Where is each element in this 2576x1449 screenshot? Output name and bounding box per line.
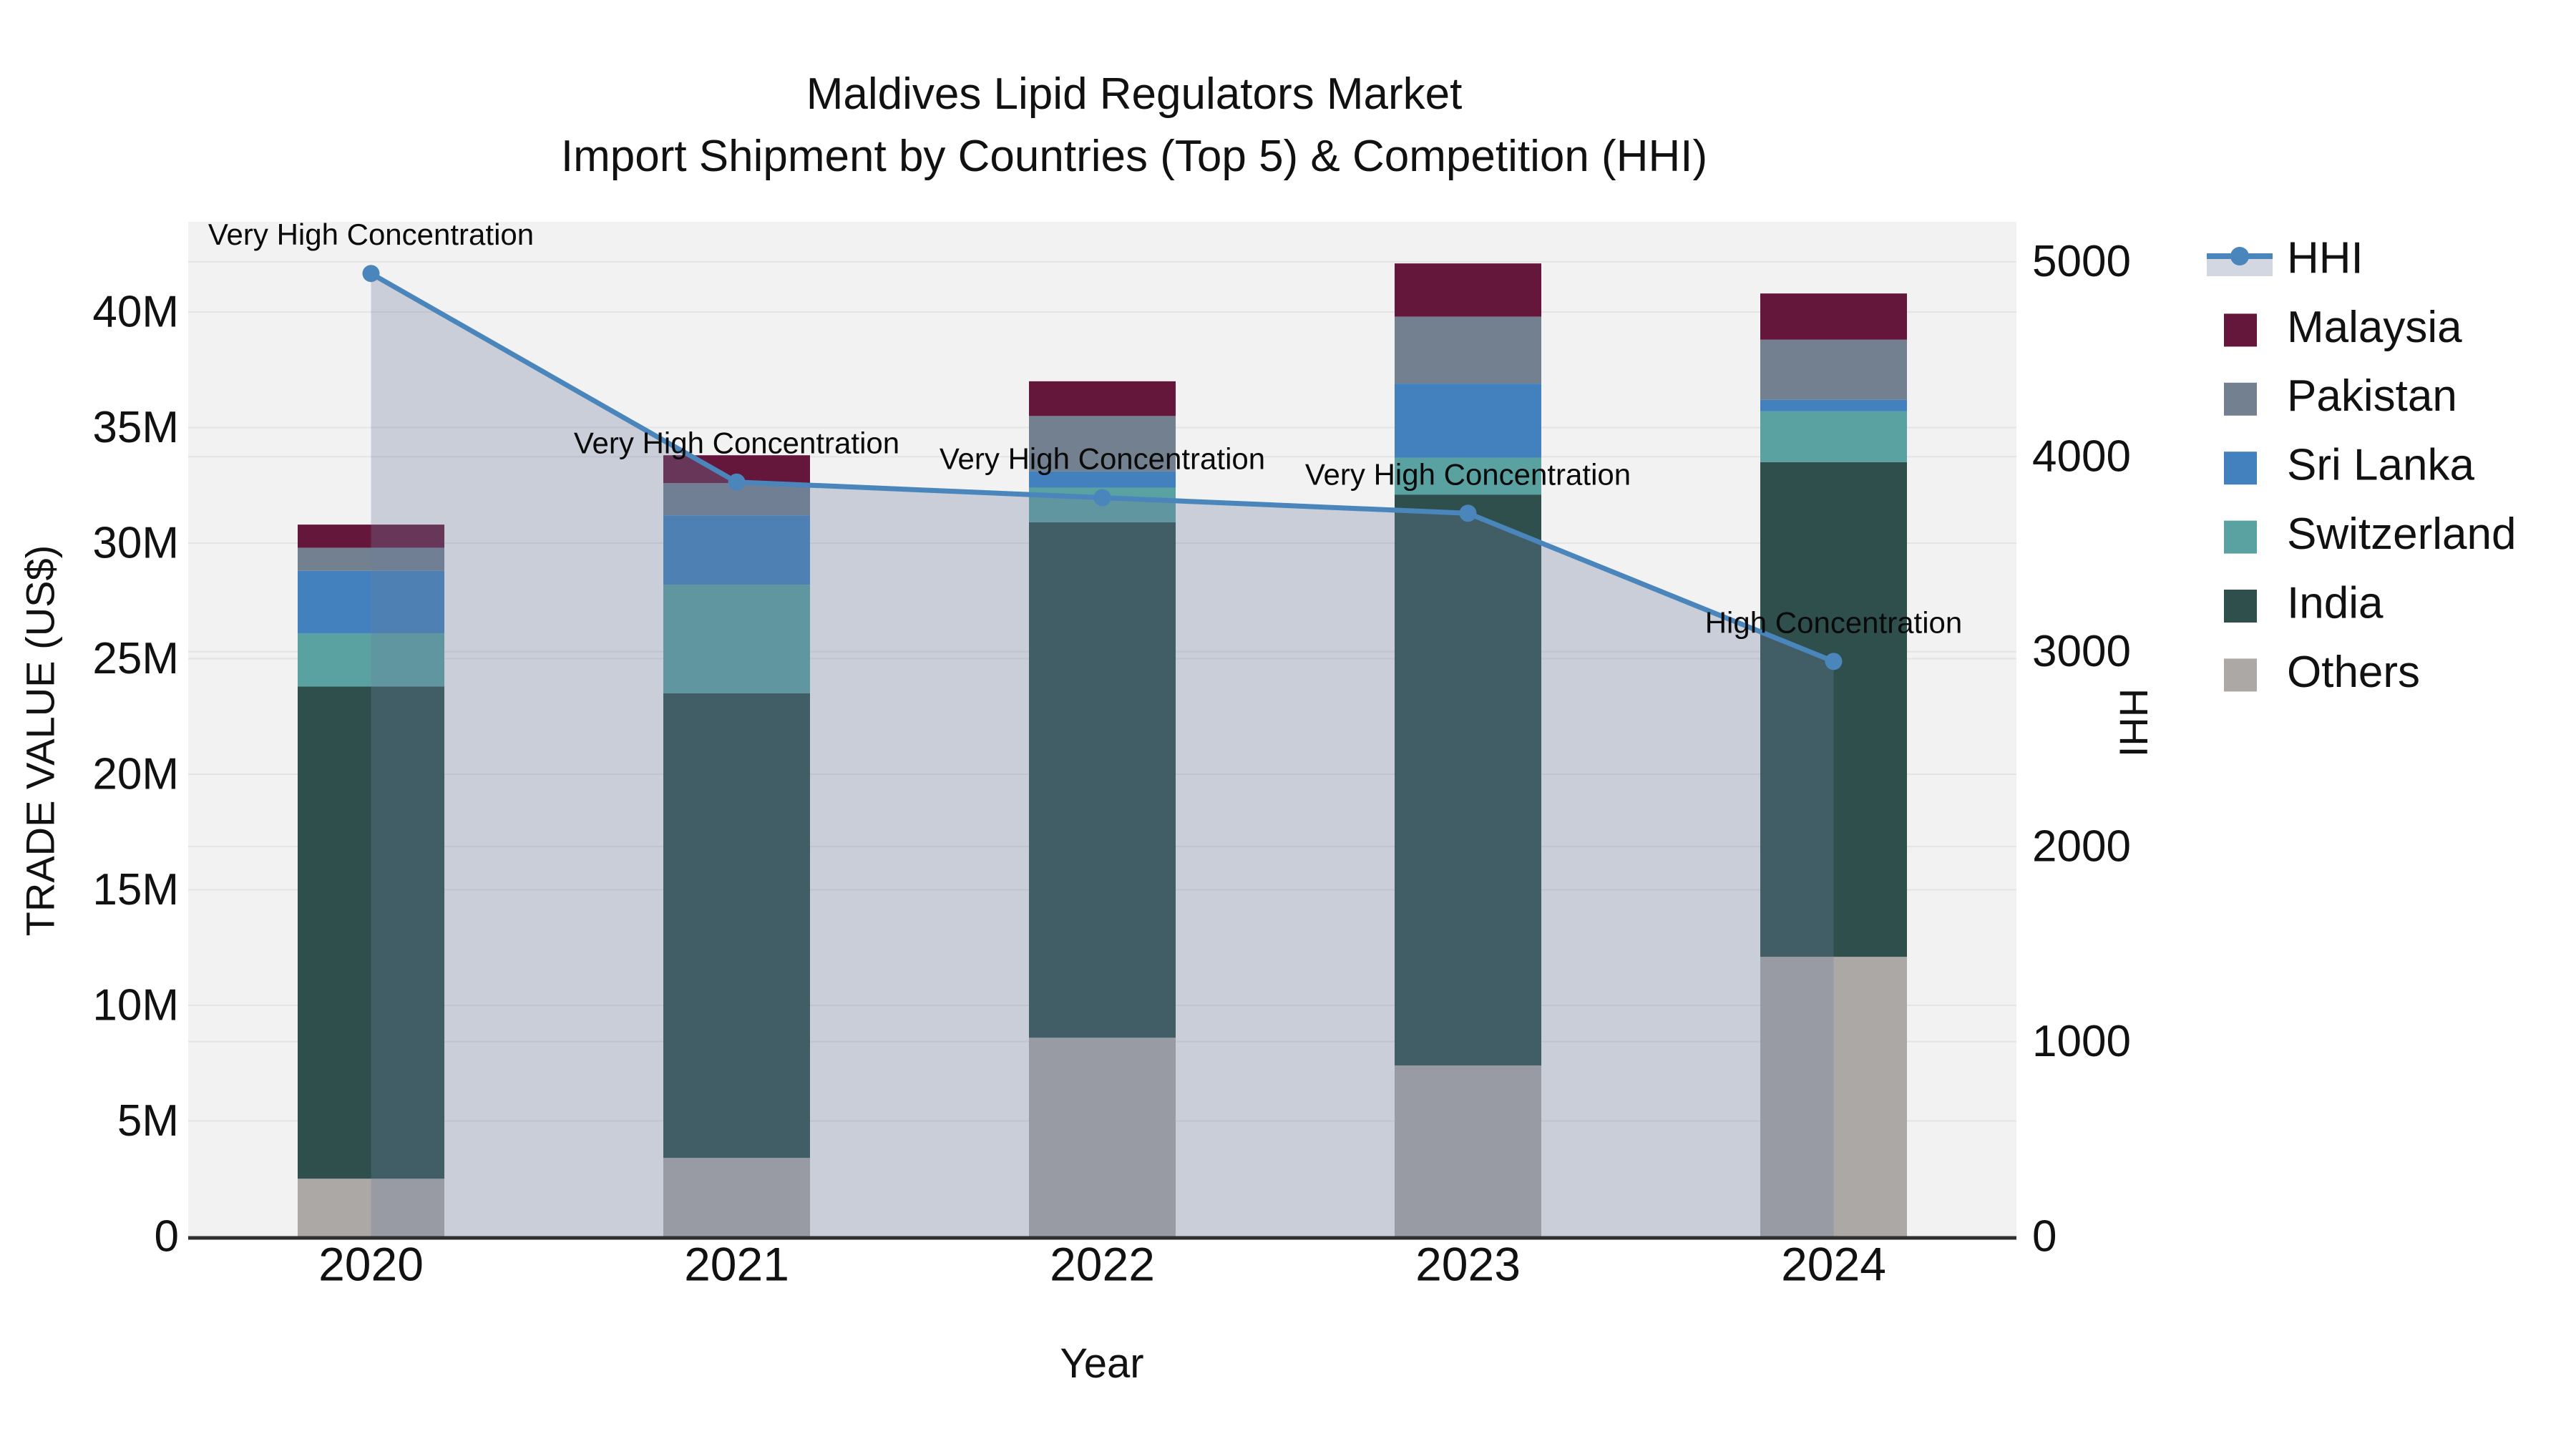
legend-item-hhi[interactable]: HHI [2207, 233, 2363, 283]
bar-segment-others-2024 [1760, 957, 1907, 1236]
bar-segment-others-2021 [663, 1158, 810, 1236]
hhi-marker-2020 [362, 265, 380, 283]
hhi-marker-2022 [1093, 489, 1111, 507]
legend-swatch-sri-lanka [2224, 452, 2257, 485]
bar-segment-malaysia-2020 [298, 525, 444, 548]
left-axis-tick-label: 0 [155, 1211, 179, 1261]
hhi-marker-2024 [1825, 653, 1843, 670]
bar-segment-sri-lanka-2020 [298, 570, 444, 633]
right-axis-tick-label: 2000 [2032, 822, 2131, 872]
bar-segment-switzerland-2024 [1760, 411, 1907, 462]
bar-segment-switzerland-2023 [1395, 457, 1541, 495]
bar-segment-india-2020 [298, 686, 444, 1179]
legend-label: HHI [2287, 233, 2363, 283]
legend-label: Others [2287, 648, 2420, 697]
bar-segment-india-2021 [663, 693, 810, 1158]
bar-segment-others-2020 [298, 1179, 444, 1236]
annotation-2022: Very High Concentration [940, 441, 1265, 475]
bar-segment-switzerland-2020 [298, 633, 444, 687]
left-axis-tick-label: 35M [92, 403, 179, 452]
left-axis-tick-label: 30M [92, 518, 179, 567]
bar-segment-malaysia-2022 [1029, 381, 1176, 416]
x-axis-tick-label-2024: 2024 [1781, 1237, 1886, 1290]
annotation-2020: Very High Concentration [208, 218, 534, 251]
right-axis-tick-label: 3000 [2032, 627, 2131, 676]
bar-segment-malaysia-2024 [1760, 293, 1907, 340]
chart-subtitle: Import Shipment by Countries (Top 5) & C… [560, 132, 1708, 181]
legend-swatch-pakistan [2224, 382, 2257, 416]
legend-swatch-switzerland [2224, 520, 2257, 554]
bar-segment-sri-lanka-2022 [1029, 471, 1176, 488]
left-axis-tick-label: 15M [92, 865, 179, 914]
bar-segment-india-2024 [1760, 462, 1907, 957]
legend-item-others[interactable]: Others [2224, 648, 2420, 697]
legend-item-pakistan[interactable]: Pakistan [2224, 371, 2457, 421]
legend-item-switzerland[interactable]: Switzerland [2224, 509, 2516, 559]
x-axis-tick-label-2020: 2020 [318, 1237, 424, 1290]
left-axis-tick-label: 5M [117, 1096, 179, 1146]
x-axis-tick-label-2022: 2022 [1050, 1237, 1155, 1290]
bar-segment-sri-lanka-2023 [1395, 384, 1541, 458]
right-axis-tick-label: 0 [2032, 1211, 2057, 1261]
chart-title: Maldives Lipid Regulators Market [806, 69, 1463, 119]
bar-segment-pakistan-2024 [1760, 339, 1907, 400]
legend-label: Malaysia [2287, 303, 2462, 352]
bar-segment-pakistan-2020 [298, 547, 444, 571]
right-axis-tick-label: 5000 [2032, 237, 2131, 286]
hhi-marker-2023 [1459, 504, 1477, 522]
left-axis-title: TRADE VALUE (US$) [17, 545, 63, 937]
hhi-marker-2021 [728, 473, 746, 491]
left-axis-tick-label: 40M [92, 287, 179, 336]
x-axis-tick-label-2023: 2023 [1415, 1237, 1521, 1290]
bar-segment-sri-lanka-2024 [1760, 399, 1907, 411]
x-axis-tick-label-2021: 2021 [684, 1237, 789, 1290]
legend-swatch-others [2224, 658, 2257, 692]
right-axis-tick-label: 4000 [2032, 432, 2131, 482]
bar-segment-india-2022 [1029, 522, 1176, 1038]
left-axis-tick-label: 25M [92, 634, 179, 683]
x-axis-title: Year [1060, 1340, 1144, 1387]
legend-label: Pakistan [2287, 371, 2457, 421]
bar-segment-others-2023 [1395, 1065, 1541, 1236]
bar-segment-malaysia-2023 [1395, 263, 1541, 317]
legend-swatch-india [2224, 590, 2257, 623]
left-axis-tick-label: 20M [92, 749, 179, 799]
bar-segment-switzerland-2021 [663, 585, 810, 693]
left-axis-tick-label: 10M [92, 980, 179, 1030]
legend-item-india[interactable]: India [2224, 578, 2384, 628]
bar-segment-india-2023 [1395, 494, 1541, 1065]
annotation-2023: Very High Concentration [1305, 457, 1631, 491]
bar-segment-pakistan-2023 [1395, 316, 1541, 384]
bar-segment-others-2022 [1029, 1038, 1176, 1236]
legend-label: Sri Lanka [2287, 441, 2474, 490]
legend-label: India [2287, 578, 2384, 628]
legend-item-malaysia[interactable]: Malaysia [2224, 303, 2462, 352]
legend-swatch-malaysia [2224, 313, 2257, 347]
right-axis-tick-label: 1000 [2032, 1017, 2131, 1066]
legend-hhi-marker-swatch [2230, 247, 2249, 265]
right-axis-title: HHI [2111, 688, 2157, 758]
bar-segment-sri-lanka-2021 [663, 515, 810, 585]
annotation-2024: High Concentration [1705, 605, 1963, 639]
legend-item-sri-lanka[interactable]: Sri Lanka [2224, 441, 2474, 490]
bar-segment-pakistan-2022 [1029, 416, 1176, 472]
annotation-2021: Very High Concentration [574, 426, 899, 460]
legend-label: Switzerland [2287, 509, 2516, 559]
